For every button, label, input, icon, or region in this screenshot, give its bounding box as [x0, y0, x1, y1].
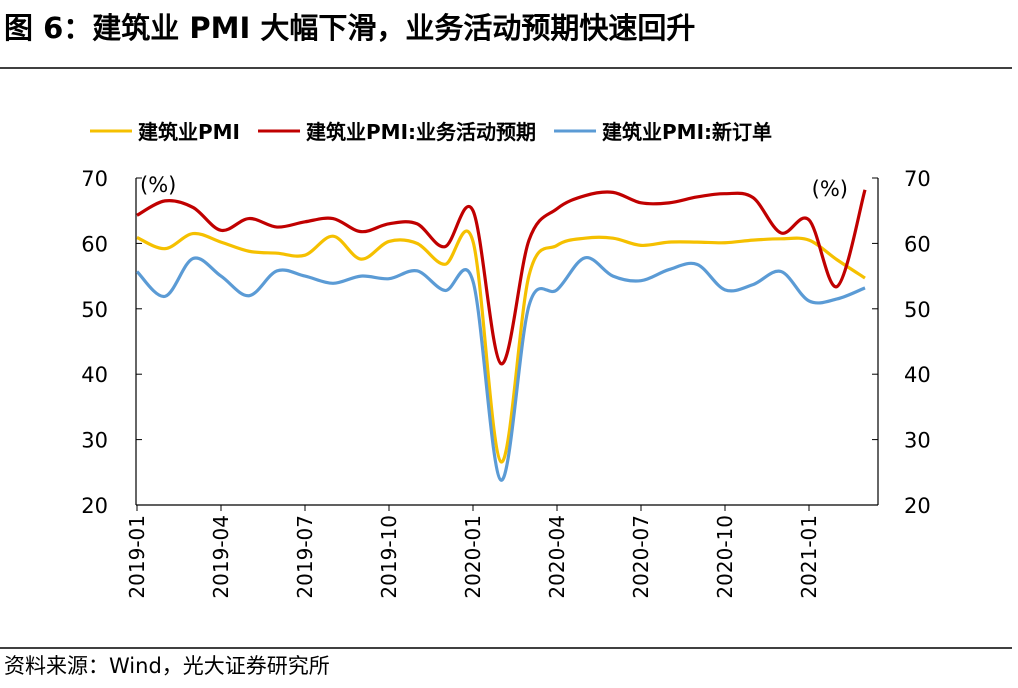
y2-tick-label: 70	[904, 167, 931, 191]
x-tick-label: 2020-07	[629, 515, 653, 599]
y-axis-label: (%)	[140, 173, 176, 197]
y-tick-label: 40	[81, 363, 108, 387]
y-tick-label: 70	[81, 167, 108, 191]
legend-label: 建筑业PMI:业务活动预期	[306, 120, 536, 144]
y2-tick-label: 50	[904, 298, 931, 322]
x-tick-label: 2020-04	[545, 515, 569, 599]
y2-tick-label: 60	[904, 232, 931, 256]
series-line	[135, 256, 866, 482]
x-tick-label: 2020-10	[713, 515, 737, 599]
x-tick-label: 2020-01	[461, 515, 485, 599]
y2-tick-label: 40	[904, 363, 931, 387]
x-tick-label: 2019-10	[377, 515, 401, 599]
chart-title: 图 6：建筑业 PMI 大幅下滑，业务活动预期快速回升	[4, 11, 695, 45]
source: 资料来源：Wind，光大证券研究所	[4, 654, 330, 678]
y-tick-label: 50	[81, 298, 108, 322]
y-tick-label: 30	[81, 429, 108, 453]
y-tick-label: 60	[81, 232, 108, 256]
x-tick-label: 2019-04	[209, 515, 233, 599]
x-tick-label: 2021-01	[797, 515, 821, 599]
series-line	[136, 189, 867, 366]
legend-label: 建筑业PMI:新订单	[602, 120, 772, 144]
y2-tick-label: 20	[904, 494, 931, 518]
y2-axis-label: (%)	[812, 177, 848, 201]
x-tick-label: 2019-07	[293, 515, 317, 599]
y-tick-label: 20	[81, 494, 108, 518]
series-line	[136, 229, 866, 464]
x-tick-label: 2019-01	[125, 515, 149, 599]
y2-tick-label: 30	[904, 429, 931, 453]
legend-label: 建筑业PMI	[138, 120, 240, 144]
